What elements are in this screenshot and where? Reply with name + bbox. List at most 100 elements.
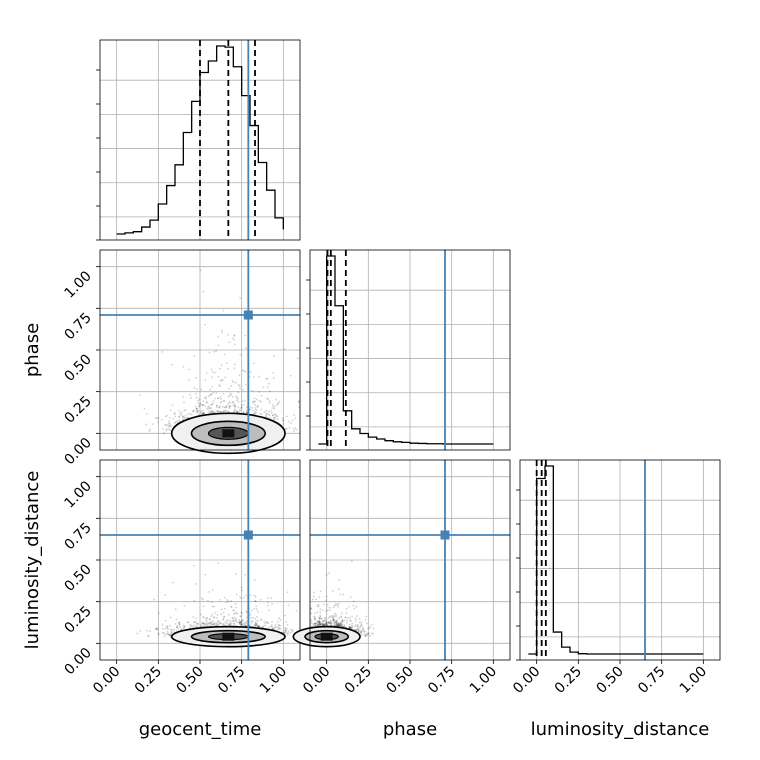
sample-point	[183, 625, 186, 628]
sample-point	[330, 614, 333, 617]
sample-point	[206, 623, 209, 625]
sample-point	[335, 615, 337, 618]
sample-point	[262, 625, 265, 628]
sample-point	[228, 387, 230, 390]
sample-point	[316, 605, 319, 607]
sample-point	[233, 409, 236, 412]
sample-point	[268, 382, 270, 385]
sample-point	[346, 621, 348, 624]
sample-point	[182, 366, 185, 368]
sample-point	[223, 607, 226, 610]
sample-point	[193, 386, 196, 389]
sample-point	[253, 412, 256, 415]
sample-point	[223, 353, 226, 356]
sample-point	[212, 411, 215, 414]
sample-point	[194, 405, 197, 408]
sample-point	[209, 407, 212, 409]
sample-point	[222, 392, 225, 395]
sample-point	[319, 614, 322, 616]
sample-point	[335, 621, 337, 624]
sample-point	[364, 630, 367, 633]
sample-point	[284, 629, 287, 632]
sample-point	[208, 411, 211, 414]
sample-point	[319, 615, 322, 618]
sample-point	[243, 404, 245, 406]
sample-point	[222, 623, 225, 626]
sample-point	[323, 620, 326, 622]
density-peak	[222, 632, 235, 641]
sample-point	[352, 600, 355, 603]
sample-point	[219, 401, 222, 404]
sample-point	[197, 409, 199, 412]
sample-point	[254, 408, 257, 411]
sample-point	[222, 611, 225, 614]
sample-point	[268, 414, 271, 417]
sample-point	[184, 409, 187, 412]
sample-point	[203, 617, 205, 620]
sample-point	[255, 411, 258, 414]
sample-point	[276, 628, 279, 631]
sample-point	[202, 400, 205, 403]
sample-point	[248, 408, 251, 411]
sample-point	[227, 623, 230, 626]
sample-point	[169, 409, 172, 412]
sample-point	[358, 617, 361, 620]
sample-point	[184, 417, 186, 420]
sample-point	[205, 617, 208, 620]
sample-point	[243, 623, 246, 626]
sample-point	[228, 406, 231, 408]
sample-point	[216, 410, 219, 413]
sample-point	[249, 613, 252, 616]
sample-point	[217, 562, 219, 564]
sample-point	[213, 350, 216, 353]
sample-point	[330, 620, 333, 623]
sample-point	[325, 619, 327, 622]
sample-point	[203, 622, 206, 625]
histogram	[318, 250, 494, 450]
sample-point	[253, 362, 255, 365]
sample-point	[229, 623, 232, 626]
sample-point	[283, 631, 286, 634]
sample-point	[270, 409, 272, 412]
sample-point	[155, 627, 158, 630]
sample-point	[223, 406, 226, 409]
sample-point	[225, 405, 228, 408]
sample-point	[212, 623, 215, 626]
sample-point	[313, 618, 316, 620]
sample-point	[208, 410, 211, 412]
sample-point	[270, 625, 273, 628]
sample-point	[220, 613, 223, 616]
sample-point	[235, 617, 238, 620]
sample-point	[219, 396, 222, 398]
sample-point	[239, 408, 241, 411]
sample-point	[253, 594, 256, 597]
sample-point	[237, 400, 240, 403]
sample-point	[286, 591, 289, 594]
sample-point	[197, 623, 200, 625]
sample-point	[359, 629, 362, 632]
sample-point	[325, 599, 328, 602]
sample-point	[236, 411, 239, 413]
sample-point	[312, 591, 315, 594]
sample-point	[176, 625, 179, 627]
sample-point	[371, 632, 373, 635]
sample-point	[242, 624, 245, 626]
sample-point	[175, 618, 178, 621]
sample-point	[328, 572, 330, 575]
sample-point	[196, 399, 199, 402]
sample-point	[208, 351, 211, 354]
sample-point	[192, 410, 195, 413]
sample-point	[214, 411, 216, 413]
sample-point	[230, 606, 233, 608]
sample-point	[329, 621, 332, 624]
sample-point	[211, 370, 214, 373]
sample-point	[219, 379, 222, 382]
sample-point	[211, 411, 214, 413]
sample-point	[199, 403, 201, 406]
sample-point	[145, 412, 148, 415]
sample-point	[255, 624, 258, 626]
sample-point	[273, 405, 276, 408]
sample-point	[236, 411, 238, 413]
sample-point	[268, 626, 271, 628]
